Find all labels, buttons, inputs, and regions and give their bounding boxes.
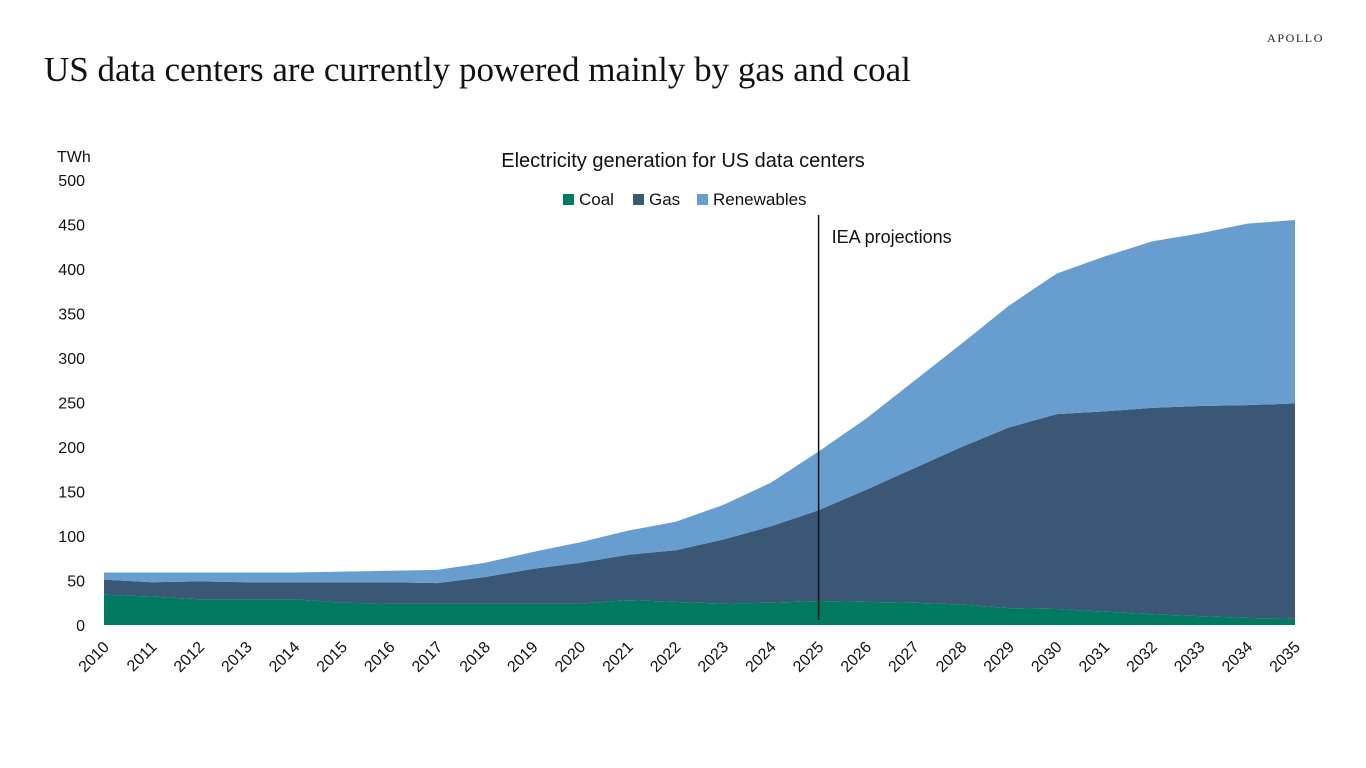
projection-label: IEA projections [832, 227, 952, 247]
x-tick-label: 2032 [1124, 639, 1161, 676]
x-tick-label: 2026 [838, 639, 875, 676]
page-title: US data centers are currently powered ma… [44, 50, 911, 89]
x-tick-label: 2030 [1028, 639, 1065, 676]
chart-title: Electricity generation for US data cente… [501, 150, 865, 172]
x-tick-label: 2020 [552, 639, 589, 676]
x-tick-label: 2025 [790, 639, 827, 676]
x-tick-label: 2029 [981, 639, 1018, 676]
legend-swatch-gas [633, 194, 644, 205]
x-tick-label: 2018 [457, 639, 494, 676]
y-tick-label: 300 [58, 351, 85, 368]
chart-legend: Coal Gas Renewables [563, 190, 807, 209]
x-tick-label: 2013 [219, 639, 256, 676]
x-tick-label: 2028 [933, 639, 970, 676]
area-gas [104, 403, 1295, 619]
x-tick-label: 2010 [76, 639, 113, 676]
legend-label-gas: Gas [649, 190, 680, 209]
y-tick-label: 250 [58, 396, 85, 413]
y-tick-label: 350 [58, 307, 85, 324]
x-tick-label: 2015 [314, 639, 351, 676]
apollo-logo: APOLLO [1267, 31, 1324, 45]
x-tick-label: 2011 [124, 639, 160, 675]
area-coal [104, 594, 1295, 625]
y-tick-label: 50 [67, 574, 85, 591]
x-tick-label: 2023 [695, 639, 732, 676]
y-axis: 0 50 100 150 200 250 300 350 400 450 500 [58, 173, 85, 635]
y-tick-label: 450 [58, 218, 85, 235]
x-tick-label: 2034 [1219, 639, 1256, 676]
x-tick-label: 2027 [886, 639, 923, 676]
area-series-group [104, 220, 1295, 625]
y-tick-label: 500 [58, 173, 85, 190]
x-tick-label: 2035 [1267, 639, 1304, 676]
x-tick-label: 2016 [361, 639, 398, 676]
y-tick-label: 400 [58, 262, 85, 279]
area-renewables [104, 220, 1295, 584]
x-tick-label: 2031 [1076, 639, 1113, 676]
annotation-group: IEA projections [817, 215, 952, 620]
legend-label-coal: Coal [579, 190, 614, 209]
x-tick-label: 2017 [409, 639, 446, 676]
y-tick-label: 150 [58, 485, 85, 502]
x-tick-label: 2022 [647, 639, 684, 676]
legend-swatch-renewables [697, 194, 708, 205]
x-tick-label: 2019 [504, 639, 541, 676]
x-tick-label: 2021 [600, 639, 637, 676]
x-tick-label: 2012 [171, 639, 208, 676]
y-tick-label: 100 [58, 529, 85, 546]
x-tick-label: 2014 [266, 639, 303, 676]
y-axis-unit-label: TWh [57, 149, 91, 166]
x-tick-label: 2033 [1171, 639, 1208, 676]
legend-swatch-coal [563, 194, 574, 205]
y-tick-label: 0 [76, 618, 85, 635]
x-axis: 2010 2011 2012 2013 2014 2015 2016 2017 2018 2019… [76, 639, 1304, 676]
x-tick-label: 2024 [743, 639, 780, 676]
legend-label-renewables: Renewables [713, 190, 807, 209]
y-tick-label: 200 [58, 440, 85, 457]
